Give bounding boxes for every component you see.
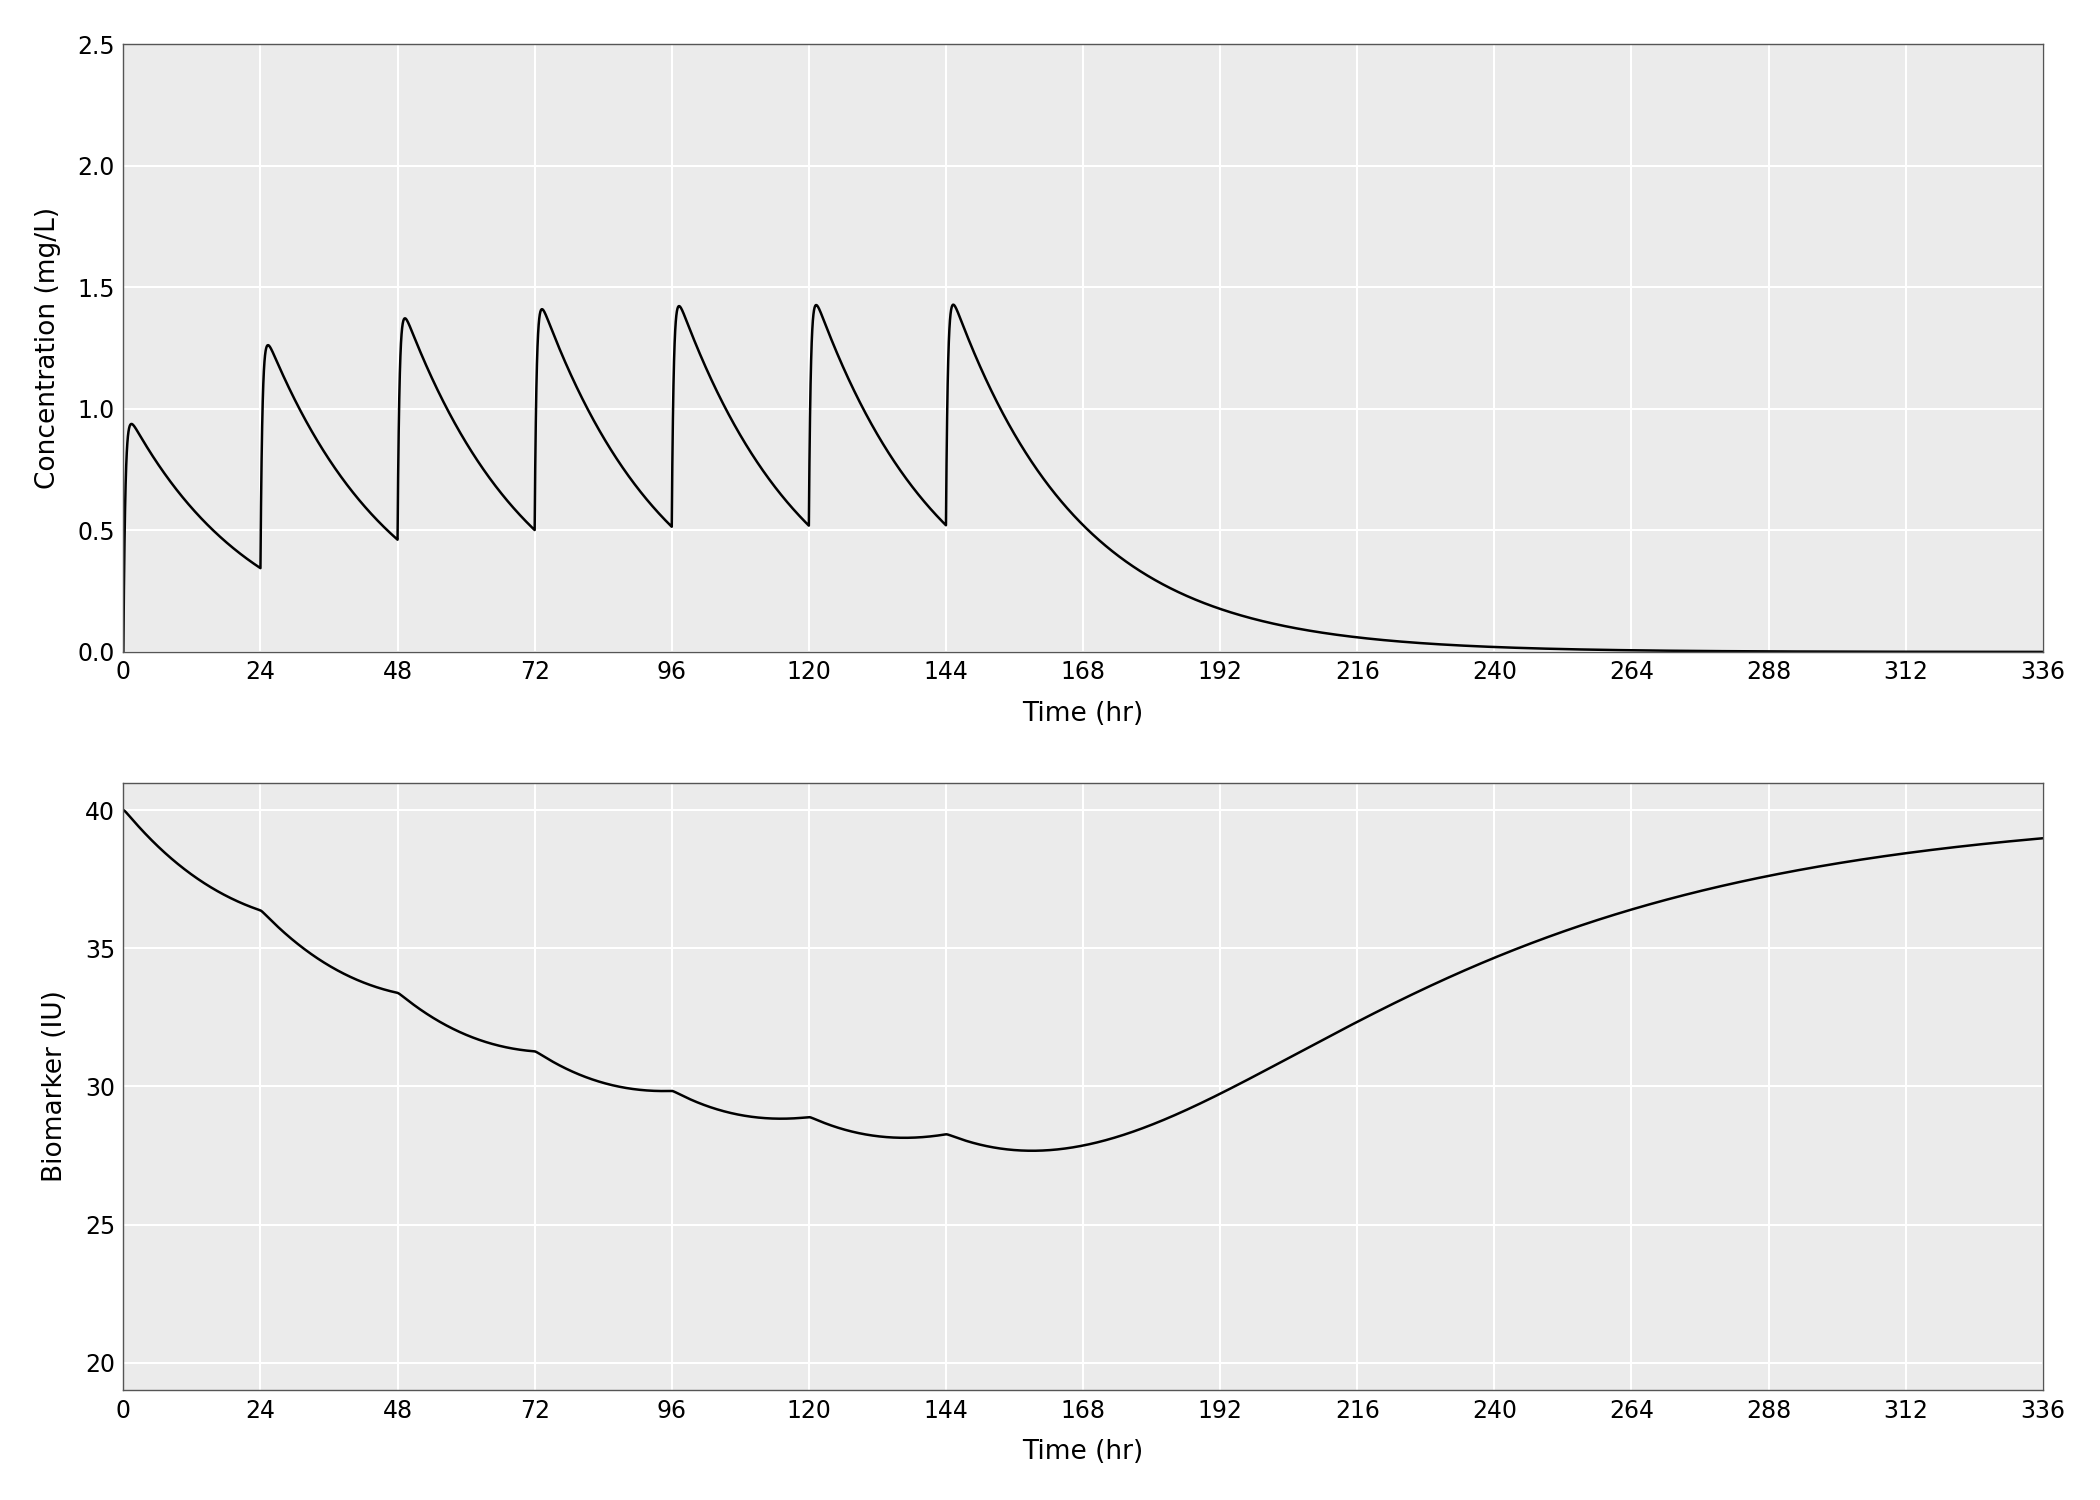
X-axis label: Time (hr): Time (hr) [1023,1440,1144,1466]
Y-axis label: Biomarker (IU): Biomarker (IU) [42,990,67,1182]
Y-axis label: Concentration (mg/L): Concentration (mg/L) [36,207,61,489]
X-axis label: Time (hr): Time (hr) [1023,700,1144,727]
